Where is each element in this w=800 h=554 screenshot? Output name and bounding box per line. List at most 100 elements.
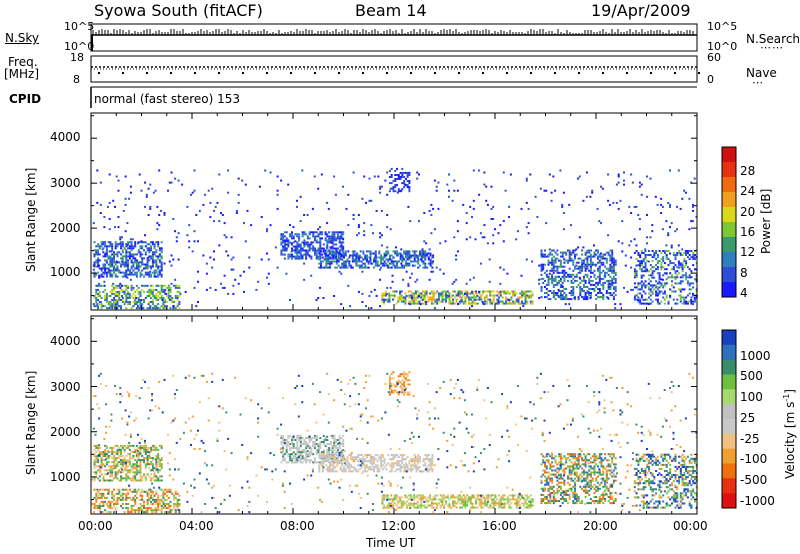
range-cell [137,290,140,293]
range-cell [125,263,128,266]
range-cell [125,259,128,262]
range-cell [130,271,133,274]
range-cell [157,494,160,497]
range-cell [130,457,133,460]
range-cell [349,305,352,308]
range-cell [335,441,338,443]
range-cell [160,247,163,250]
range-cell [674,278,677,281]
range-cell [145,193,148,196]
range-cell [104,263,107,266]
range-cell [369,466,372,469]
range-cell [113,271,115,274]
range-cell [392,190,395,193]
range-cell [485,300,488,303]
range-cell [135,263,138,266]
range-cell [638,185,641,188]
range-cell [423,296,426,299]
range-cell [132,471,135,474]
range-cell [605,259,608,262]
range-cell [276,175,279,178]
range-cell [139,444,142,447]
range-cell [93,465,96,468]
range-cell [501,296,504,299]
range-cell [429,458,432,461]
range-cell [640,286,643,289]
range-cell [328,470,331,473]
range-cell [116,463,119,466]
range-cell [380,266,383,269]
range-cell [337,252,340,255]
range-cell [104,451,107,453]
range-cell [141,459,144,462]
range-cell [98,253,101,256]
range-cell [155,255,158,258]
range-cell [291,437,293,439]
range-cell [167,189,169,192]
range-cell [314,443,316,446]
range-cell [663,302,666,305]
range-cell [396,191,399,194]
range-cell [366,466,368,469]
range-cell [149,183,152,186]
range-cell [574,298,576,301]
range-cell [563,271,566,274]
range-cell [508,292,511,295]
range-cell [113,455,115,457]
range-cell [135,284,138,287]
range-cell [552,271,555,274]
range-cell [95,461,98,464]
range-cell [665,250,668,252]
range-cell [578,175,581,178]
range-cell [303,278,306,281]
range-cell [102,265,105,268]
range-cell [401,458,404,461]
range-cell [640,250,643,252]
range-cell [506,272,509,275]
range-cell [512,294,515,297]
range-cell [276,189,279,192]
range-cell [658,274,661,277]
range-cell [503,290,506,293]
range-cell [167,507,170,509]
range-cell [116,292,119,295]
range-cell [151,255,154,258]
range-cell [148,249,151,252]
range-cell [679,207,682,210]
range-cell [607,279,610,282]
range-cell [357,290,360,293]
range-cell [661,278,664,281]
range-cell [123,488,126,491]
range-cell [688,284,691,287]
range-cell [350,458,353,461]
range-cell [134,448,137,451]
range-cell [686,302,689,305]
range-cell [390,260,393,263]
range-cell [671,262,673,265]
range-cell [291,231,293,234]
range-cell [390,182,393,185]
range-cell [472,207,475,210]
range-cell [617,173,620,176]
range-cell [522,292,525,295]
range-cell [665,278,668,281]
range-cell [100,463,103,466]
range-cell [317,297,320,299]
range-cell [137,459,140,462]
range-cell [364,460,367,463]
range-cell [162,496,165,499]
range-cell [593,255,596,258]
range-cell [157,507,160,509]
range-cell [676,266,679,269]
range-cell [96,303,99,306]
range-cell [314,441,316,443]
range-cell [542,265,545,268]
range-cell [388,300,391,303]
range-cell [102,243,105,246]
range-cell [108,201,111,204]
range-cell [128,271,131,274]
range-cell [386,171,389,174]
range-cell [466,290,469,293]
range-cell [135,469,138,472]
range-cell [109,261,112,264]
